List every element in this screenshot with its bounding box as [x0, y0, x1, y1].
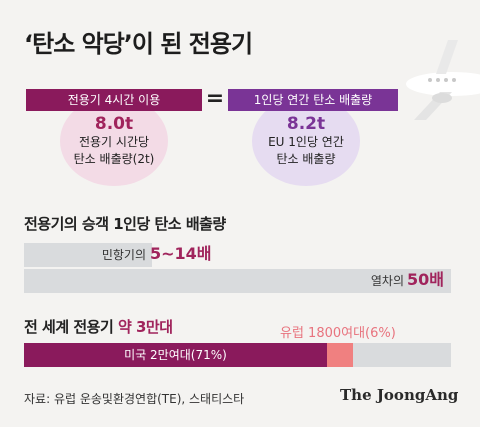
left-value-circle: 8.0t 전용기 시간당 탄소 배출량(2t)	[60, 96, 168, 186]
segment-other	[352, 343, 451, 367]
bar-civil-aircraft-value: 5~14배	[150, 244, 212, 263]
bar-train	[24, 269, 451, 293]
brand-logo: The JoongAng	[340, 386, 459, 404]
left-desc-1: 전용기 시간당	[78, 135, 150, 149]
section3-title-prefix: 전 세계 전용기	[24, 318, 118, 336]
section3-title-highlight: 약 3만대	[117, 318, 173, 336]
eu-segment-label: 유럽 1800여대(6%)	[280, 326, 396, 341]
section3-title: 전 세계 전용기 약 3만대	[24, 316, 173, 337]
bar-train-value: 50배	[407, 270, 444, 289]
segment-eu	[327, 343, 353, 367]
right-desc-2: 탄소 배출량	[276, 152, 336, 166]
left-label-box: 전용기 4시간 이용	[26, 89, 202, 111]
stacked-bar	[24, 343, 451, 367]
us-segment-label: 미국 2만여대(71%)	[124, 348, 227, 362]
segment-us	[24, 343, 328, 367]
right-value-circle: 8.2t EU 1인당 연간 탄소 배출량	[252, 96, 360, 186]
section2-title: 전용기의 승객 1인당 탄소 배출량	[24, 215, 226, 233]
right-desc-1: EU 1인당 연간	[268, 135, 344, 149]
right-value: 8.2t	[286, 114, 326, 134]
equals-sign: =	[205, 86, 225, 111]
source-note: 자료: 유럽 운송및환경연합(TE), 스태티스타	[24, 392, 245, 406]
right-label-box: 1인당 연간 탄소 배출량	[228, 89, 398, 111]
bar-civil-aircraft-label: 민항기의	[101, 248, 146, 262]
airplane-icon	[406, 40, 480, 120]
bar-train-label: 열차의	[370, 274, 404, 288]
bar-civil-aircraft	[24, 243, 152, 267]
page-title: ‘탄소 악당’이 된 전용기	[24, 30, 253, 58]
left-desc-2: 탄소 배출량(2t)	[73, 152, 155, 166]
left-value: 8.0t	[94, 114, 134, 134]
